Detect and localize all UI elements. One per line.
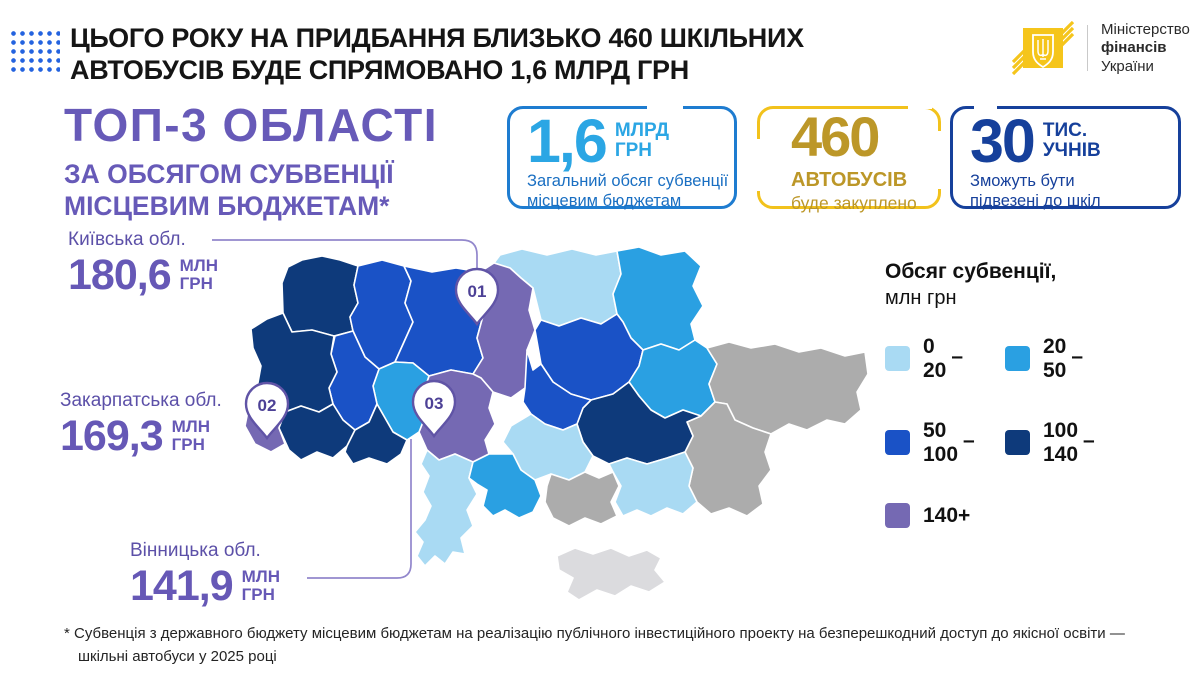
- stat-total-value: 1,6: [527, 107, 608, 175]
- legend-dash: –: [963, 428, 975, 452]
- map-pin-02: 02: [244, 381, 290, 441]
- legend-swatch: [885, 503, 910, 529]
- legend-range: 50 100: [923, 419, 959, 466]
- ministry-name-line3: України: [1101, 57, 1154, 75]
- region-label-name: Закарпатська обл.: [60, 390, 222, 411]
- stat-card-total-subvention: 1,6 МЛРД ГРН Загальний обсяг субвенції м…: [507, 106, 737, 210]
- region-label-name: Київська обл.: [68, 229, 186, 250]
- map-legend: Обсяг субвенції, млн грн 0 20 – 20 50 –: [885, 260, 1185, 529]
- page-title-line1: ЦЬОГО РОКУ НА ПРИДБАННЯ БЛИЗЬКО 460 ШКІЛ…: [70, 23, 804, 53]
- region-kherson: [544, 471, 620, 527]
- stat-students-caption: Зможуть бути підвезені до шкіл: [970, 172, 1101, 210]
- page-title-line2: АВТОБУСІВ БУДЕ СПРЯМОВАНО 1,6 МЛРД ГРН: [70, 55, 689, 86]
- stat-total-caption: Загальний обсяг субвенції місцевим бюдже…: [527, 172, 729, 210]
- legend-dash: –: [951, 344, 964, 368]
- legend-title: Обсяг субвенції,: [885, 260, 1057, 283]
- ministry-name-line1: Міністерство: [1101, 21, 1190, 38]
- legend-swatch: [1005, 346, 1030, 372]
- map-pin-03: 03: [411, 379, 457, 439]
- pin-rank-label: 03: [425, 394, 444, 413]
- pin-rank-label: 01: [468, 282, 487, 301]
- footnote-text: Субвенція з державного бюджету місцевим …: [74, 625, 1125, 665]
- pin-icon: [454, 267, 500, 327]
- stat-buses-unit: АВТОБУСІВ: [791, 168, 908, 191]
- ministry-emblem-icon: [1012, 21, 1074, 76]
- region-cherkasy: [522, 349, 592, 431]
- top3-label-kyivska: Київська обл. 180,6 МЛН ГРН: [68, 229, 218, 296]
- top3-label-vinnytska: Вінницька обл. 141,9 МЛН ГРН: [130, 540, 280, 607]
- stat-buses-value: 460: [791, 105, 880, 168]
- region-label-value: 180,6: [68, 251, 172, 299]
- legend-item-20-50: 20 50 –: [1005, 335, 1185, 382]
- pin-rank-label: 02: [258, 396, 277, 415]
- ministry-name-line2: фінансів: [1101, 39, 1167, 57]
- dot-grid-decoration: [9, 29, 60, 73]
- connector-kyivska: [212, 239, 478, 268]
- region-label-unit: МЛН ГРН: [171, 417, 210, 454]
- pin-icon: [411, 379, 457, 439]
- stat-card-students: 30 ТИС. УЧНІВ Зможуть бути підвезені до …: [950, 106, 1181, 210]
- legend-range: 100 140: [1043, 419, 1079, 466]
- legend-item-0-20: 0 20 –: [885, 335, 1005, 382]
- stat-students-unit: ТИС. УЧНІВ: [1042, 120, 1101, 162]
- legend-item-100-140: 100 140 –: [1005, 419, 1185, 466]
- logo-divider: [1087, 25, 1088, 72]
- legend-dash: –: [1071, 344, 1084, 368]
- section-heading-sub: ЗА ОБСЯГОМ СУБВЕНЦІЇ МІСЦЕВИМ БЮДЖЕТАМ*: [64, 158, 438, 223]
- legend-item-140plus: 140+: [885, 503, 1005, 529]
- legend-subtitle: млн грн: [885, 287, 957, 309]
- region-label-value: 141,9: [130, 562, 234, 610]
- region-zaporizhzhia: [608, 451, 698, 517]
- map-pin-01: 01: [454, 267, 500, 327]
- page-title: ЦЬОГО РОКУ НА ПРИДБАННЯ БЛИЗЬКО 460 ШКІЛ…: [70, 22, 970, 87]
- legend-swatch: [885, 346, 910, 372]
- section-heading-main: ТОП-3 ОБЛАСТІ: [64, 99, 438, 151]
- connector-vinnytska: [307, 439, 412, 579]
- region-label-value: 169,3: [60, 412, 164, 460]
- legend-range: 20 50: [1043, 335, 1067, 382]
- region-odesa: [414, 449, 478, 567]
- section-heading: ТОП-3 ОБЛАСТІ ЗА ОБСЯГОМ СУБВЕНЦІЇ МІСЦЕ…: [64, 100, 438, 222]
- legend-range: 0 20: [923, 335, 947, 382]
- top3-label-zakarpatska: Закарпатська обл. 169,3 МЛН ГРН: [60, 390, 222, 457]
- region-label-unit: МЛН ГРН: [179, 256, 218, 293]
- stat-students-value: 30: [970, 107, 1036, 175]
- legend-range: 140+: [923, 503, 971, 527]
- stat-buses-caption: буде закуплено: [791, 192, 917, 213]
- legend-swatch: [885, 430, 910, 456]
- legend-item-50-100: 50 100 –: [885, 419, 1005, 466]
- stat-total-unit: МЛРД ГРН: [614, 120, 669, 162]
- section-heading-sub-line1: ЗА ОБСЯГОМ СУБВЕНЦІЇ: [64, 158, 394, 189]
- pin-icon: [244, 381, 290, 441]
- region-chernivtsi: [344, 403, 408, 465]
- region-mykolaiv: [468, 453, 542, 519]
- footnote-marker: *: [64, 625, 70, 642]
- legend-swatch: [1005, 430, 1030, 456]
- stat-card-buses: 460 АВТОБУСІВ буде закуплено: [757, 105, 941, 213]
- section-heading-sub-line2: МІСЦЕВИМ БЮДЖЕТАМ*: [64, 190, 390, 221]
- footnote: * Субвенція з державного бюджету місцеви…: [64, 623, 1163, 668]
- region-volyn: [281, 255, 359, 337]
- legend-dash: –: [1083, 428, 1095, 452]
- ukraine-choropleth-map: 01 02 03: [212, 239, 869, 601]
- ministry-name: Міністерство фінансів України: [1101, 21, 1190, 76]
- region-label-name: Вінницька обл.: [130, 540, 261, 561]
- ministry-logo: Міністерство фінансів України: [1012, 21, 1190, 76]
- region-crimea: [556, 547, 666, 601]
- region-label-unit: МЛН ГРН: [241, 567, 280, 604]
